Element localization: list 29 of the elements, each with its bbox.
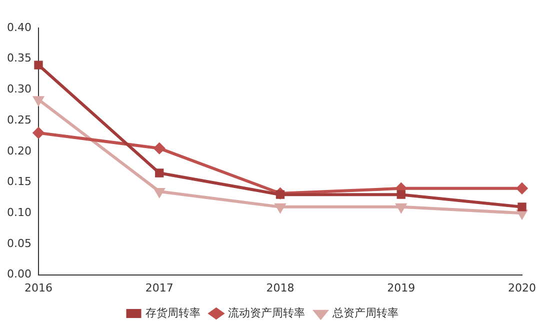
y-tick-label: 0.00	[6, 268, 32, 281]
y-tick-label: 0.25	[6, 113, 32, 126]
y-tick-label: 0.20	[6, 144, 32, 158]
point	[34, 96, 44, 106]
point	[518, 202, 526, 212]
x-tick-label: 2018	[266, 281, 294, 294]
y-tick-label: 0.15	[6, 175, 32, 188]
point	[34, 60, 43, 70]
x-tick-label: 2016	[24, 281, 52, 294]
y-tick-label: 0.30	[6, 82, 32, 96]
point	[154, 142, 165, 154]
point	[32, 127, 44, 138]
point	[154, 188, 164, 198]
legend-label: 流动资产周转率	[228, 306, 305, 320]
x-tick-label: 2017	[145, 281, 174, 294]
y-tick-label: 0.05	[6, 236, 32, 250]
y-tick-label: 0.10	[6, 206, 32, 219]
y-tick-label: 0.35	[6, 52, 32, 65]
point	[516, 182, 528, 194]
point	[276, 190, 285, 199]
point	[275, 203, 286, 212]
point	[155, 168, 164, 178]
legend-label: 总资产周转率	[331, 306, 398, 320]
x-tick-label: 2020	[508, 281, 536, 294]
point	[396, 190, 406, 199]
legend-label: 存货周转率	[145, 306, 200, 320]
point	[396, 203, 406, 212]
x-tick-label: 2019	[387, 281, 416, 294]
y-tick-label: 0.40	[6, 20, 32, 34]
